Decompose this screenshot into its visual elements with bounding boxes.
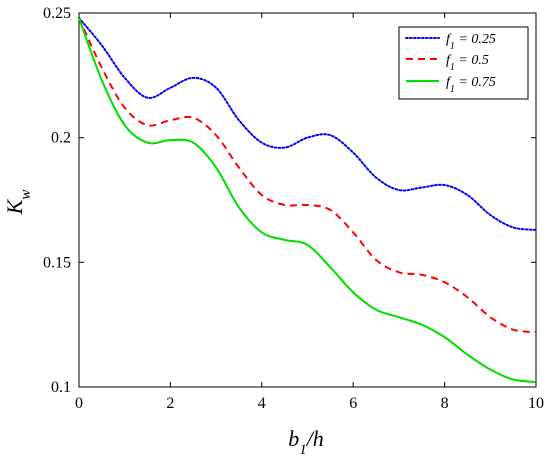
x-tick-label-0: 0 — [75, 395, 83, 412]
plot-frame — [78, 12, 537, 388]
x-tick-label-1: 2 — [166, 395, 174, 412]
legend-label-sub-0: 1 — [450, 41, 455, 52]
legend-label-rest-1: = 0.5 — [455, 53, 489, 68]
series-line-1 — [78, 17, 537, 334]
series-line-0 — [78, 16, 537, 231]
legend-label-1: f1 = 0.5 — [446, 53, 489, 73]
y-axis-label: Kw — [2, 190, 34, 216]
y-tick-label-2: 0.2 — [51, 130, 71, 147]
y-tick-label-1: 0.15 — [43, 254, 71, 271]
legend-label-rest-2: = 0.75 — [455, 75, 496, 90]
y-tick-label-3: 0.25 — [43, 5, 71, 22]
x-tick-label-4: 8 — [441, 395, 449, 412]
legend-box — [398, 26, 529, 100]
legend-label-base-2: f — [446, 75, 452, 90]
legend-label-0: f1 = 0.25 — [446, 32, 496, 52]
x-tick-label-5: 10 — [528, 395, 544, 412]
legend-label-rest-0: = 0.25 — [455, 32, 496, 47]
series-layer — [78, 16, 537, 384]
x-tick-label-2: 4 — [258, 395, 266, 412]
legend-label-base-0: f — [446, 32, 452, 47]
series-line-2 — [78, 17, 537, 384]
legend-label-sub-1: 1 — [450, 62, 455, 73]
tick-layer: 0 2 4 6 8 10 0.1 0.15 0.2 0.25 — [43, 5, 544, 412]
y-tick-label-0: 0.1 — [51, 379, 71, 396]
x-tick-label-3: 6 — [349, 395, 357, 412]
legend-label-base-1: f — [446, 53, 452, 68]
x-axis-label: b1/h — [288, 426, 324, 458]
legend-label-sub-2: 1 — [450, 84, 455, 95]
legend-label-2: f1 = 0.75 — [446, 75, 496, 95]
